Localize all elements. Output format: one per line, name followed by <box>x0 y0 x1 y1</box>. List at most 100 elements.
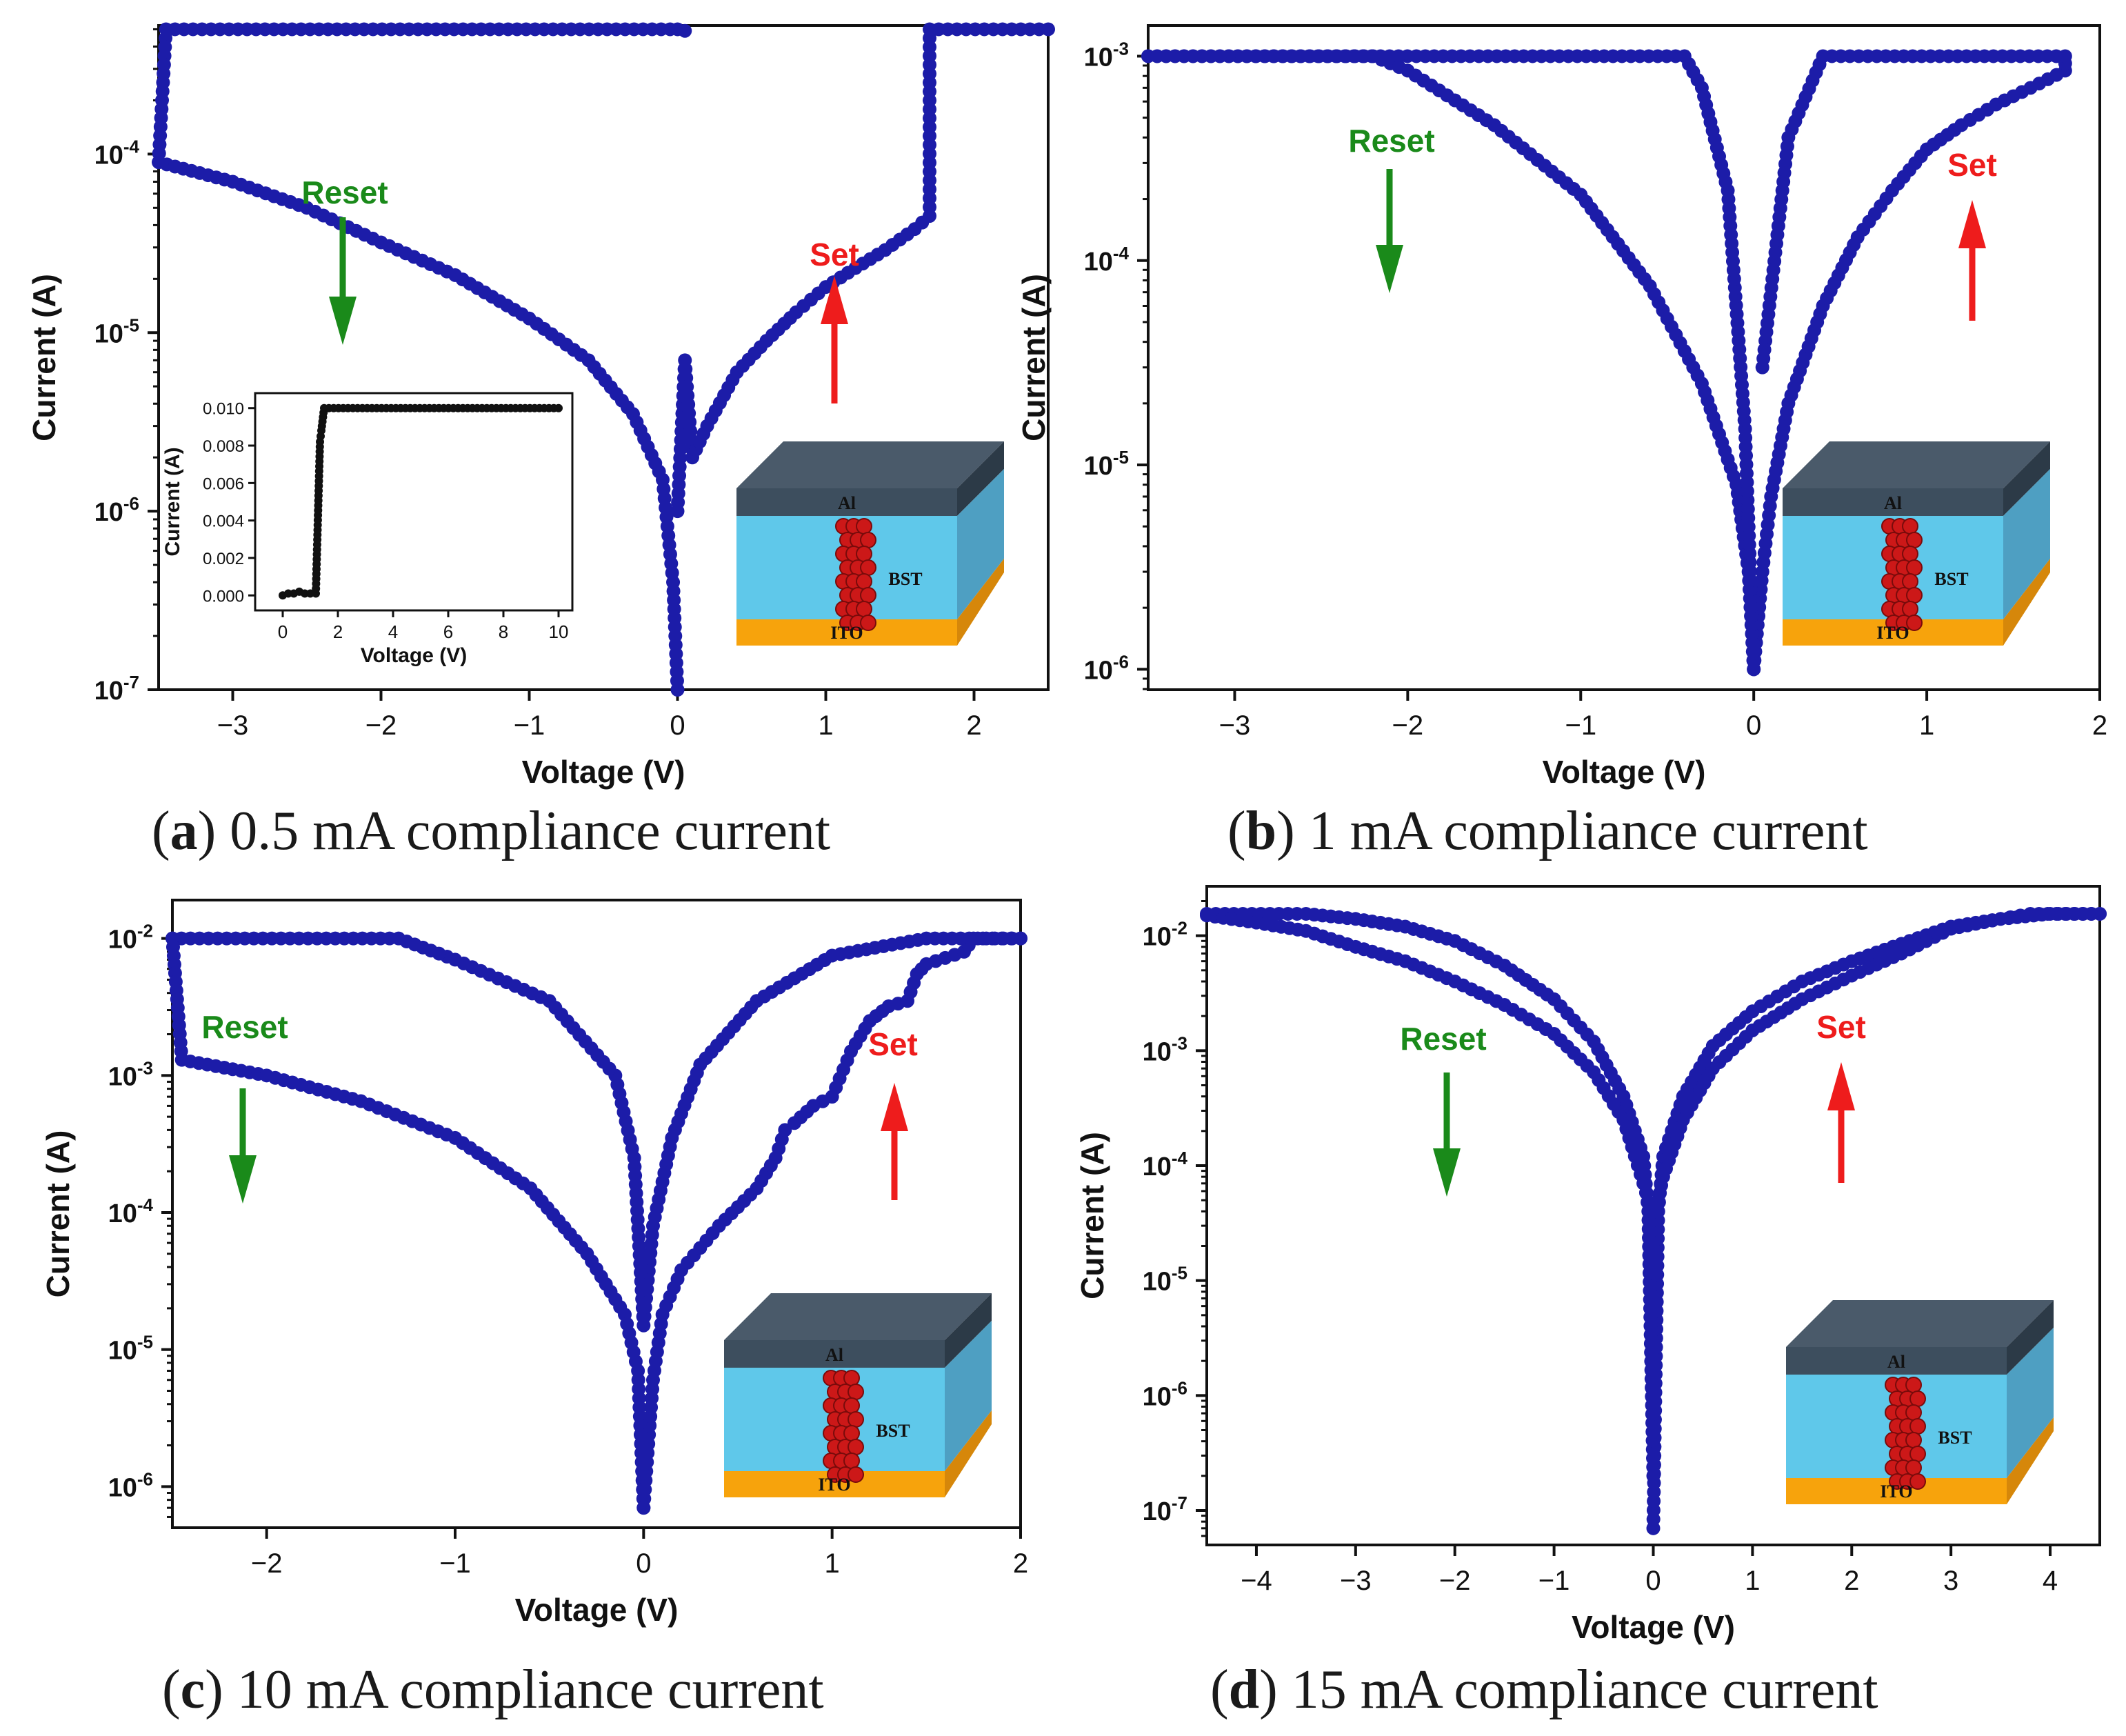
caption-d-text: ) 15 mA compliance current <box>1259 1659 1878 1720</box>
filament-particle <box>856 573 872 590</box>
x-tick-label-d: 3 <box>1943 1566 1958 1596</box>
filament-particle <box>1905 1377 1922 1393</box>
filament-particle <box>848 1411 864 1428</box>
al-label: Al <box>838 493 856 513</box>
al-layer <box>724 1340 945 1368</box>
filament-particle <box>1902 518 1918 535</box>
inset-x-axis-label: Voltage (V) <box>361 644 467 667</box>
caption-c: (c) 10 mA compliance current <box>162 1659 824 1720</box>
al-top-face <box>724 1293 992 1340</box>
inset-y-axis-label: Current (A) <box>161 447 184 556</box>
set-label-a: Set <box>810 237 859 272</box>
x-tick-label-d: −1 <box>1538 1566 1570 1596</box>
bst-label: BST <box>876 1421 910 1441</box>
inset-x-tick-label: 8 <box>499 621 508 642</box>
device-schematic-c: Al BST ITO <box>724 1293 992 1497</box>
filament-particle <box>860 615 876 631</box>
filament-particle <box>860 532 876 548</box>
device-schematic-d: Al BST ITO <box>1786 1300 2054 1504</box>
series-line-negative-outer <box>1207 912 1654 1476</box>
caption-c-letter: c <box>180 1659 205 1720</box>
filament-particle <box>856 518 872 535</box>
data-point-reset-branch <box>636 1501 651 1515</box>
x-tick-label-c: 0 <box>636 1548 651 1579</box>
inset-y-tick-label: 0.002 <box>203 550 244 568</box>
filament-particle <box>848 1384 864 1400</box>
panel-c: −2 −1 0 1 2 10-6 10-5 10-4 10-3 10-2 Voltage (V) Cu… <box>40 899 1028 1628</box>
al-layer <box>736 488 957 516</box>
inset-y-tick-label: 0.000 <box>203 587 244 606</box>
ito-label: ITO <box>830 623 863 643</box>
filament-particle <box>1902 546 1918 562</box>
inset-x-tick-label: 0 <box>278 621 288 642</box>
y-tick-label-b: 10-6 <box>1084 651 1129 685</box>
x-axis-label-c: Voltage (V) <box>515 1592 679 1628</box>
filament-particle <box>1909 1446 1926 1462</box>
y-tick-label-d: 10-5 <box>1143 1263 1187 1297</box>
reset-arrow-c <box>229 1088 257 1204</box>
reset-label-b: Reset <box>1348 123 1434 159</box>
y-axis-label-b: Current (A) <box>1016 274 1052 441</box>
reset-arrow-d <box>1433 1072 1461 1197</box>
filament-particle <box>1905 1432 1922 1448</box>
x-tick-label-d: −3 <box>1340 1566 1372 1596</box>
al-side-face <box>2003 441 2050 516</box>
filament-particle <box>843 1397 860 1414</box>
caption-a-text: ) 0.5 mA compliance current <box>197 801 831 861</box>
x-tick-label-b: 1 <box>1919 710 1934 741</box>
y-tick-label-a: 10-5 <box>94 315 139 348</box>
ito-side-face <box>945 1410 992 1497</box>
bst-side-face <box>2003 469 2050 619</box>
data-point-reset-branch <box>670 683 685 697</box>
x-tick-label-b: −3 <box>1219 710 1251 741</box>
set-label-d: Set <box>1816 1009 1866 1045</box>
set-arrow-a <box>821 276 848 403</box>
inset-frame <box>254 392 574 612</box>
x-tick-label-a: −1 <box>514 710 545 741</box>
ito-label: ITO <box>818 1475 850 1495</box>
filament-particle <box>843 1453 860 1469</box>
filament-particle <box>848 1466 864 1483</box>
x-tick-label-d: 0 <box>1645 1566 1661 1596</box>
x-tick-label-d: 2 <box>1844 1566 1859 1596</box>
al-top-face <box>736 441 1004 488</box>
filament-particle <box>843 1425 860 1441</box>
caption-a: (a) 0.5 mA compliance current <box>152 801 831 861</box>
data-point-set-branch <box>1041 22 1055 37</box>
series-line-reset-branch <box>1148 55 1755 670</box>
data-point-set-branch <box>778 1123 792 1137</box>
al-side-face <box>945 1293 992 1368</box>
filament-particle <box>1905 1404 1922 1421</box>
y-axis-label-a: Current (A) <box>26 274 62 441</box>
ito-side-face <box>2007 1417 2054 1504</box>
al-label: Al <box>825 1345 843 1365</box>
filament-particle <box>1909 1418 1926 1435</box>
x-tick-label-b: 0 <box>1746 710 1761 741</box>
bst-side-face <box>2007 1328 2054 1478</box>
set-label-c: Set <box>868 1026 918 1062</box>
x-tick-label-c: −2 <box>251 1548 283 1579</box>
al-top-face <box>1783 441 2050 488</box>
set-arrow-b <box>1958 200 1986 321</box>
filament-particle <box>843 1370 860 1386</box>
x-tick-label-a: 1 <box>818 710 833 741</box>
y-tick-label-d: 10-7 <box>1143 1493 1187 1526</box>
al-label: Al <box>1887 1352 1905 1372</box>
panel-b: −3 −2 −1 0 1 2 10-6 10-5 10-4 10-3 Voltage (V) Curr… <box>1016 24 2107 790</box>
x-tick-label-b: −1 <box>1565 710 1596 741</box>
filament-particle <box>1909 1390 1926 1407</box>
x-tick-label-c: −1 <box>439 1548 471 1579</box>
panel-a: −3 −2 −1 0 1 2 10-7 10-6 10-5 10-4 Voltage (V) Curr… <box>26 22 1055 790</box>
inset-chart-a: 0 2 4 6 8 10 0.000 0.002 0.004 0.006 0.008 0.010 Vol… <box>161 392 574 667</box>
data-point-reset-branch <box>1141 49 1155 63</box>
y-tick-label-c: 10-2 <box>108 921 153 955</box>
filament-particle <box>860 559 876 576</box>
caption-d-letter: d <box>1228 1659 1260 1720</box>
y-tick-label-a: 10-4 <box>94 136 140 170</box>
caption-b: (b) 1 mA compliance current <box>1227 801 1868 861</box>
y-tick-label-c: 10-5 <box>108 1332 153 1366</box>
filament-particle <box>856 601 872 617</box>
filament-particle <box>1902 601 1918 617</box>
data-point-negative-inner <box>1644 1204 1658 1219</box>
